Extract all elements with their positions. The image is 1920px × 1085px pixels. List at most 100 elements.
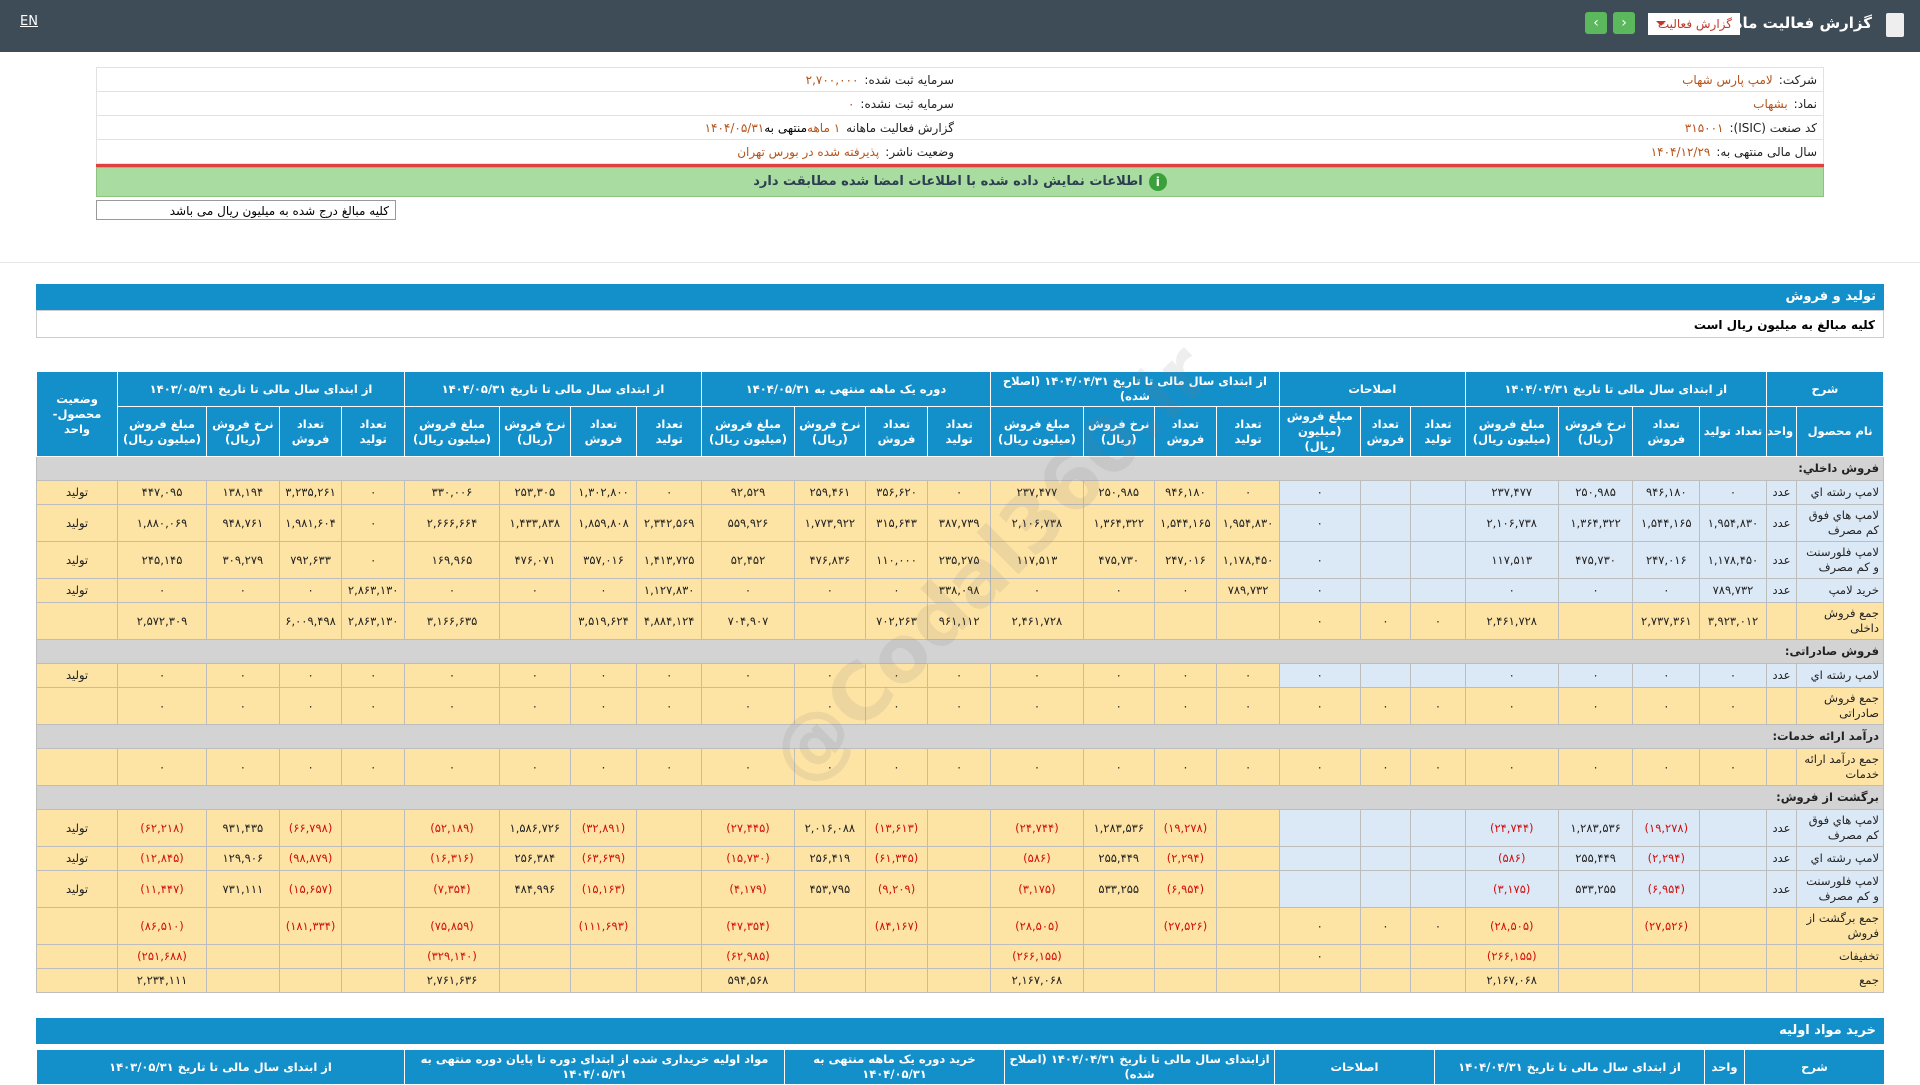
row-label: جمع: [1796, 968, 1884, 993]
table-cell: عدد: [1765, 846, 1798, 871]
table-cell: [1359, 968, 1412, 993]
table-cell: ۰: [1632, 687, 1701, 725]
table-cell: ۰: [1632, 578, 1701, 603]
table-cell: [636, 944, 703, 969]
table-cell: (۵۲,۱۸۹): [403, 809, 500, 847]
table-cell: [35, 907, 119, 945]
column-header: تعداد تولید: [1699, 406, 1767, 457]
group-header: از ابتدای سال مالی تا تاریخ ۱۴۰۴/۰۴/۳۱ (…: [989, 371, 1280, 407]
row-label: لامپ رشته اي: [1796, 480, 1884, 505]
info-label: سرمایه ثبت شده:: [864, 72, 954, 87]
table-cell: [35, 968, 119, 993]
table-cell: ۰: [1278, 504, 1361, 542]
table-cell: ۳,۹۲۳,۰۱۲: [1699, 602, 1767, 640]
column-header: مبلغ فروش (میلیون ریال): [701, 406, 795, 457]
table-cell: [1699, 944, 1767, 969]
column-header: خرید دوره یک ماهه منتهی به ۱۴۰۴/۰۵/۳۱: [784, 1049, 1005, 1085]
info-label: سرمایه ثبت نشده:: [860, 96, 954, 111]
separator: [0, 262, 1920, 263]
table-cell: ۱,۲۸۳,۵۳۶: [1082, 809, 1155, 847]
table-cell: ۰: [1464, 687, 1559, 725]
table-cell: ۰: [1699, 748, 1767, 786]
table-cell: [206, 602, 280, 640]
prev-button[interactable]: ‹: [1585, 12, 1607, 34]
row-label: لامپ فلورسنت و کم مصرف: [1796, 870, 1884, 908]
table-cell: [1699, 968, 1767, 993]
section-label: برگشت از فروش:: [36, 785, 1884, 810]
table-cell: ۲,۵۷۲,۳۰۹: [117, 602, 207, 640]
table-cell: ۰: [403, 748, 500, 786]
row-label: لامپ هاي فوق کم مصرف: [1796, 504, 1884, 542]
table-cell: ۰: [1359, 748, 1412, 786]
info-cell: سرمایه ثبت نشده: ۰: [97, 92, 960, 115]
row-label: خرید لامپ: [1796, 578, 1884, 603]
report-dropdown[interactable]: گزارش فعالیت: [1648, 13, 1740, 35]
table-cell: [1082, 907, 1155, 945]
table-cell: [1632, 968, 1701, 993]
table-cell: [636, 907, 703, 945]
table-cell: (۸۴,۱۶۷): [864, 907, 929, 945]
info-value: ۱۴۰۴/۰۵/۳۱: [704, 120, 765, 135]
table-cell: تولید: [35, 578, 119, 603]
language-switch[interactable]: EN: [20, 14, 38, 29]
table-cell: (۴۷,۳۵۴): [701, 907, 795, 945]
column-header: نرخ فروش (ریال): [1557, 406, 1634, 457]
info-cell: وضعیت ناشر: پذیرفته شده در بورس تهران: [97, 140, 960, 163]
table-cell: ۲۳۵,۲۷۵: [927, 541, 991, 579]
table-cell: [1216, 968, 1280, 993]
table-row: لامپ رشته اي عدد (۲,۲۹۴) ۲۵۵,۴۴۹ (۵۸۶) (۲,۲۹۴…: [35, 846, 1884, 871]
table-cell: ۲۵۳,۳۰۵: [498, 480, 571, 505]
table-cell: ۰: [206, 748, 280, 786]
table-cell: ۲,۶۶۶,۶۶۴: [403, 504, 500, 542]
table-cell: (۶,۹۵۴): [1153, 870, 1218, 908]
column-header: تعداد فروش: [1359, 406, 1412, 457]
table-cell: ۵۲,۴۵۲: [701, 541, 795, 579]
table-cell: (۶,۹۵۴): [1632, 870, 1701, 908]
table-cell: ۱,۴۳۳,۸۳۸: [498, 504, 571, 542]
table-cell: ۰: [1278, 687, 1361, 725]
table-cell: [1765, 907, 1798, 945]
column-header: مبلغ فروش (میلیون ریال): [1464, 406, 1559, 457]
table-cell: ۰: [701, 748, 795, 786]
info-row: شرکت: لامپ پارس شهاب سرمایه ثبت شده: ۲,۷۰۰,…: [96, 67, 1824, 92]
table-cell: [794, 907, 866, 945]
info-label: منتهی به: [764, 120, 808, 135]
column-header: شرح: [1744, 1049, 1885, 1085]
table-cell: ۱۱۷,۵۱۳: [1464, 541, 1559, 579]
table-cell: ۰: [1278, 907, 1361, 945]
header-row: شرح واحد از ابتدای سال مالی تا تاریخ ۱۴۰۴/…: [36, 1049, 1885, 1085]
table-row: جمع فروش صادراتی ۰ ۰ ۰ ۰ ۰ ۰ ۰ ۰ ۰ ۰ ۰ ۰ ۰ ۰ ۰ ۰ ۰ ۰ ۰ ۰ ۰ ۰ ۰: [35, 687, 1884, 725]
table-cell: ۲,۷۶۱,۶۳۶: [403, 968, 500, 993]
row-label: جمع برگشت از فروش: [1796, 907, 1884, 945]
table-cell: [498, 602, 571, 640]
table-cell: [1082, 944, 1155, 969]
info-cell: کد صنعت (ISIC): ۳۱۵۰۰۱: [960, 116, 1823, 139]
table-row: تخفیفات (۲۶۶,۱۵۵) ۰ (۲۶۶,۱۵۵) (۶۲,۹۸۵) (۳۲۹,۱…: [35, 944, 1884, 969]
table-cell: (۲۶۶,۱۵۵): [989, 944, 1084, 969]
table-cell: ۲,۲۳۴,۱۱۱: [117, 968, 207, 993]
table-cell: تولید: [35, 504, 119, 542]
section-label: درآمد ارائه خدمات:: [36, 724, 1884, 749]
table-cell: ۷۰۴,۹۰۷: [701, 602, 795, 640]
next-button[interactable]: ›: [1613, 12, 1635, 34]
table-cell: ۲,۱۰۶,۷۳۸: [1464, 504, 1559, 542]
table-cell: ۰: [206, 687, 280, 725]
table-cell: عدد: [1765, 809, 1798, 847]
table-cell: [1699, 846, 1767, 871]
table-cell: [278, 944, 343, 969]
company-info: شرکت: لامپ پارس شهاب سرمایه ثبت شده: ۲,۷۰۰,…: [96, 67, 1824, 197]
table-cell: (۲,۲۹۴): [1632, 846, 1701, 871]
info-row: کد صنعت (ISIC): ۳۱۵۰۰۱ گزارش فعالیت ماهانه…: [96, 116, 1824, 140]
column-header: نام محصول: [1796, 406, 1884, 457]
table-cell: [1410, 541, 1466, 579]
table-cell: ۷۹۲,۶۳۳: [278, 541, 343, 579]
table-cell: ۲,۴۶۱,۷۲۸: [989, 602, 1084, 640]
table-cell: ۰: [1464, 748, 1559, 786]
table-cell: ۳۳۰,۰۰۶: [403, 480, 500, 505]
table-cell: [927, 870, 991, 908]
table-cell: ۲,۸۶۳,۱۳۰: [341, 578, 405, 603]
table-row: جمع درآمد ارائه خدمات ۰ ۰ ۰ ۰ ۰ ۰ ۰ ۰ ۰ ۰ ۰ ۰ ۰ ۰ ۰ ۰ ۰ ۰ ۰…: [35, 748, 1884, 786]
info-value: ۳۱۵۰۰۱: [1684, 120, 1724, 135]
info-row: نماد: بشهاب سرمایه ثبت نشده: ۰: [96, 92, 1824, 116]
table-cell: ۱,۸۵۹,۸۰۸: [569, 504, 638, 542]
